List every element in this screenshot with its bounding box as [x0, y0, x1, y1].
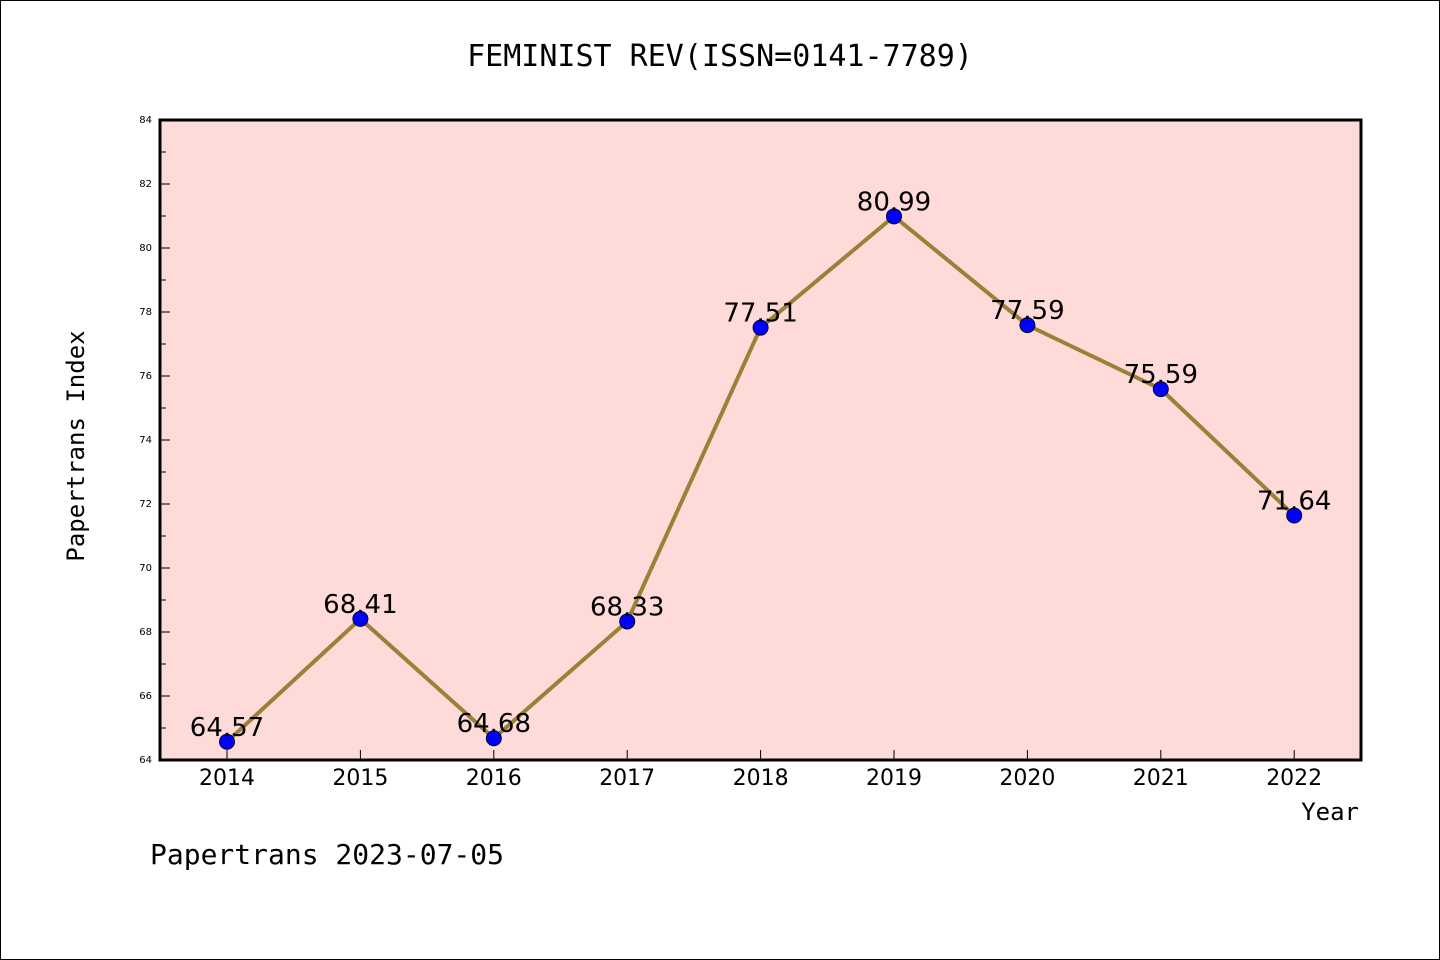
plot-area — [158, 118, 1363, 762]
data-label: 75.59 — [1124, 360, 1198, 390]
y-tick-label: 64 — [139, 755, 152, 766]
data-label: 80.99 — [857, 187, 931, 217]
x-axis-label: Year — [1301, 798, 1359, 826]
data-point — [1152, 381, 1169, 398]
y-axis-label: Papertrans Index — [62, 330, 90, 561]
data-point — [619, 613, 636, 630]
y-tick-label: 68 — [139, 627, 152, 638]
data-label: 64.68 — [457, 709, 531, 739]
data-label: 77.51 — [723, 299, 797, 329]
data-point — [352, 610, 369, 627]
data-label: 68.41 — [323, 590, 397, 620]
y-tick-label: 76 — [139, 371, 152, 382]
data-point — [485, 730, 502, 747]
y-tick-label: 84 — [139, 115, 152, 126]
y-tick-label: 66 — [139, 691, 152, 702]
y-tick-label: 72 — [139, 499, 152, 510]
y-tick-label: 70 — [139, 563, 152, 574]
data-point — [1286, 507, 1303, 524]
x-axis-ticks: 2014 2015 2016 2017 2018 2019 2020 2021 2022 — [199, 750, 1322, 791]
y-axis-ticks: 64 66 68 70 72 74 76 78 80 82 84 — [139, 115, 170, 766]
y-tick-label: 78 — [139, 307, 152, 318]
x-tick-label: 2019 — [866, 766, 922, 791]
data-point — [886, 208, 902, 225]
series-points — [219, 208, 1303, 750]
data-point — [752, 319, 769, 336]
data-point — [219, 733, 235, 750]
x-tick-label: 2022 — [1266, 766, 1322, 791]
x-tick-label: 2020 — [999, 766, 1055, 791]
x-tick-label: 2015 — [332, 766, 388, 791]
y-tick-label: 82 — [139, 179, 152, 190]
data-label: 68.33 — [590, 592, 664, 622]
x-tick-label: 2017 — [599, 766, 655, 791]
x-tick-label: 2014 — [199, 766, 255, 791]
data-label: 64.57 — [190, 713, 264, 743]
data-label: 71.64 — [1257, 487, 1331, 517]
data-labels: 64.57 68.41 64.68 68.33 77.51 80.99 77.59 75.59… — [190, 187, 1332, 742]
data-label: 77.59 — [990, 296, 1064, 326]
data-point — [1019, 317, 1036, 334]
footer-date-stamp: Papertrans 2023-07-05 — [150, 838, 504, 871]
x-tick-label: 2018 — [733, 766, 789, 791]
y-tick-label: 80 — [139, 243, 152, 254]
x-tick-label: 2021 — [1133, 766, 1189, 791]
chart-title: FEMINIST REV(ISSN=0141-7789) — [467, 39, 973, 74]
x-tick-label: 2016 — [466, 766, 522, 791]
y-tick-label: 74 — [139, 435, 152, 446]
